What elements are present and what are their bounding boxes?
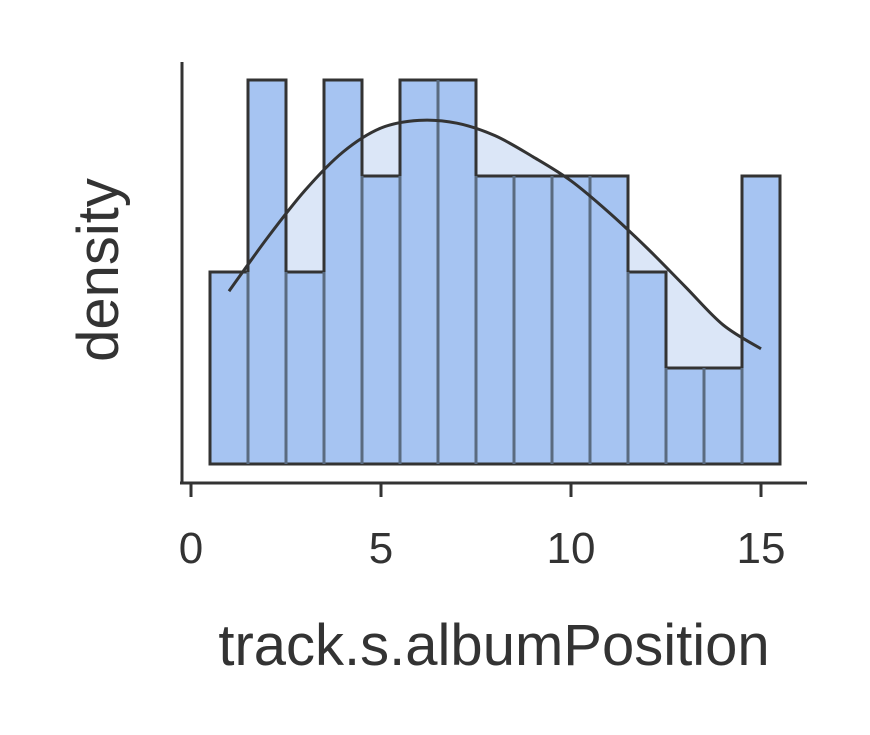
bars-layer (208, 0, 782, 466)
histogram-bar (322, 78, 364, 466)
histogram-bar (398, 78, 440, 466)
histogram-bar (284, 270, 326, 466)
histogram-bar (626, 270, 668, 466)
x-tick-label: 0 (179, 524, 203, 573)
histogram-bar (702, 366, 744, 466)
kde-overlap-segment (440, 0, 475, 79)
histogram-bar (208, 270, 250, 466)
histogram-bar (246, 78, 288, 466)
x-ticks: 0 5 10 15 (179, 483, 786, 573)
kde-overlap-segment (287, 120, 323, 271)
histogram-bar (550, 174, 592, 466)
histogram-bar (588, 174, 630, 466)
kde-overlap-segment (591, 120, 627, 175)
x-tick-label: 5 (369, 524, 393, 573)
kde-line (227, 118, 762, 351)
kde-overlap-segment (326, 0, 361, 79)
histogram-bar (740, 174, 782, 466)
x-axis-label: track.s.albumPosition (218, 613, 769, 678)
x-tick-label: 15 (737, 524, 786, 573)
kde-overlap-segment (743, 120, 761, 175)
histogram-bar (512, 174, 554, 466)
kde-overlap-segment (553, 120, 589, 175)
kde-overlap-segment (477, 120, 513, 175)
kde-overlap-segment (667, 120, 703, 367)
kde-overlap-segment (250, 0, 285, 79)
kde-overlap-segment (229, 120, 247, 271)
y-axis-label: density (66, 178, 131, 362)
histogram-bar (436, 78, 478, 466)
kde-overlap-segment (402, 0, 437, 79)
kde-overlap-segment (629, 120, 665, 271)
histogram-bar (664, 366, 706, 466)
histogram-bar (474, 174, 516, 466)
kde-overlap-segment (705, 120, 741, 367)
x-tick-label: 10 (547, 524, 596, 573)
kde-overlap-segment (363, 120, 399, 175)
histogram-bar (360, 174, 402, 466)
kde-line-layer (227, 118, 762, 351)
